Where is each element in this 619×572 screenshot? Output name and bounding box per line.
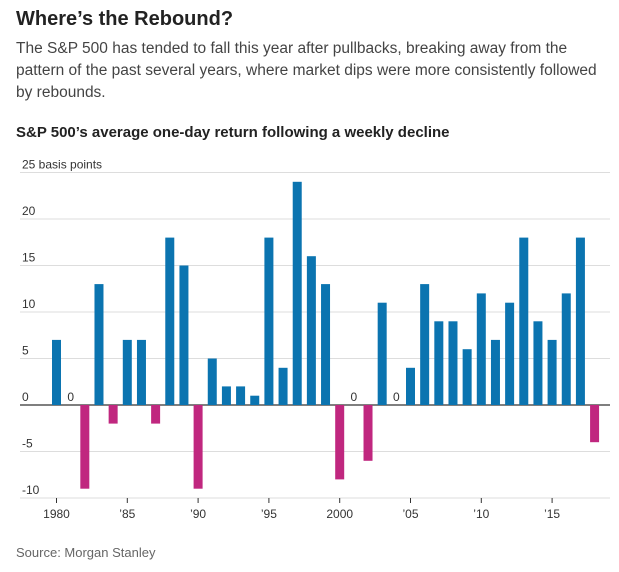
bar-chart: 0 0 0 -10 -5 0 5 10 15 20 25 basis points 1980 ’85… xyxy=(20,158,610,521)
zero-value-label: 0 xyxy=(67,390,74,404)
y-tick-label: -10 xyxy=(22,483,40,497)
x-tick-label: ’10 xyxy=(473,507,489,521)
bar-2006 xyxy=(420,284,430,405)
chart-title: S&P 500’s average one-day return followi… xyxy=(16,124,450,141)
bar-1998 xyxy=(306,256,316,405)
x-tick-label: 1980 xyxy=(43,507,70,521)
x-tick-label: ’85 xyxy=(119,507,135,521)
y-tick-labels: -10 -5 0 5 10 15 20 25 basis points xyxy=(22,158,102,498)
bar-2008 xyxy=(448,321,458,405)
bar-1990 xyxy=(193,405,203,489)
bar-1995 xyxy=(264,237,274,405)
bar-2014 xyxy=(533,321,543,405)
bar-1984 xyxy=(108,405,118,424)
x-tick-labels: 1980 ’85 ’90 ’95 2000 ’05 ’10 ’15 xyxy=(43,498,560,521)
bar-2011 xyxy=(490,339,500,405)
bar-1992 xyxy=(221,386,231,405)
bar-2010 xyxy=(476,293,486,405)
bar-2013 xyxy=(519,237,529,405)
zero-value-label: 0 xyxy=(351,390,358,404)
bar-2007 xyxy=(434,321,444,405)
y-tick-label: 10 xyxy=(22,297,36,311)
bar-1986 xyxy=(136,339,146,405)
bar-1980 xyxy=(52,339,61,405)
bar-1985 xyxy=(122,339,132,405)
bar-1988 xyxy=(165,237,175,405)
zero-value-label: 0 xyxy=(393,390,400,404)
y-tick-label: 15 xyxy=(22,251,36,265)
bar-1997 xyxy=(292,181,302,405)
y-tick-label: 5 xyxy=(22,344,29,358)
bar-2005 xyxy=(406,367,415,405)
bars: 0 0 0 xyxy=(52,181,600,489)
bar-1982 xyxy=(80,405,90,489)
bar-1999 xyxy=(321,284,331,405)
bar-1987 xyxy=(151,405,161,424)
x-tick-label: 2000 xyxy=(326,507,353,521)
bar-2009 xyxy=(462,349,472,405)
bar-2017 xyxy=(575,237,585,405)
bar-2018 xyxy=(590,405,600,443)
bar-1993 xyxy=(236,386,246,405)
bar-1996 xyxy=(278,367,288,405)
bar-1994 xyxy=(250,395,260,405)
y-tick-label: -5 xyxy=(22,437,33,451)
bar-2002 xyxy=(363,405,373,461)
x-tick-label: ’15 xyxy=(544,507,560,521)
y-tick-label: 20 xyxy=(22,204,36,218)
y-tick-label: 0 xyxy=(22,390,29,404)
x-tick-label: ’95 xyxy=(261,507,277,521)
x-tick-label: ’05 xyxy=(402,507,418,521)
source-note: Source: Morgan Stanley xyxy=(16,545,156,560)
x-tick-label: ’90 xyxy=(190,507,206,521)
bar-2003 xyxy=(377,302,387,405)
subtitle: The S&P 500 has tended to fall this year… xyxy=(16,40,597,101)
bar-2012 xyxy=(505,302,515,405)
y-tick-label: 25 basis points xyxy=(22,158,102,172)
headline: Where’s the Rebound? xyxy=(16,8,234,30)
bar-2000 xyxy=(335,405,345,480)
bar-2016 xyxy=(561,293,571,405)
bar-1989 xyxy=(179,265,189,405)
bar-1983 xyxy=(94,284,104,405)
bar-2015 xyxy=(547,339,557,405)
bar-1991 xyxy=(207,358,217,405)
